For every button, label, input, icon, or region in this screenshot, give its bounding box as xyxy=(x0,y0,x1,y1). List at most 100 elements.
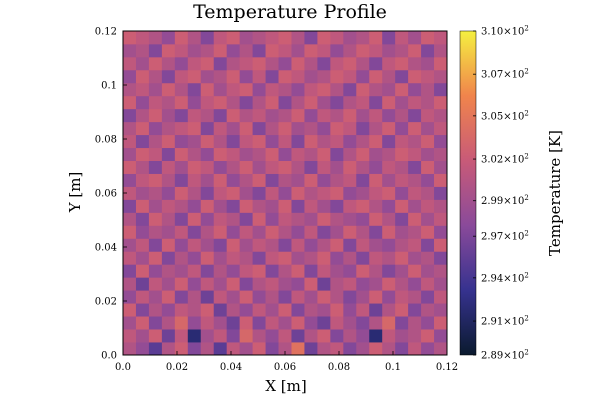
heatmap-cell xyxy=(226,212,241,226)
heatmap-cell xyxy=(317,199,331,213)
heatmap-cell xyxy=(408,43,422,58)
heatmap-cell xyxy=(148,290,163,304)
heatmap-cell xyxy=(123,173,137,187)
heatmap-cell xyxy=(291,264,305,278)
heatmap-cell xyxy=(330,277,344,291)
heatmap-cell xyxy=(421,238,435,252)
heatmap-cell xyxy=(213,264,228,278)
heatmap-cell xyxy=(395,342,409,356)
heatmap-cell xyxy=(330,199,344,213)
heatmap-cell xyxy=(434,56,448,71)
heatmap-cell xyxy=(174,251,189,265)
heatmap-cell xyxy=(408,134,422,149)
heatmap-cell xyxy=(304,31,318,45)
heatmap-cell xyxy=(265,225,279,239)
heatmap-cell xyxy=(226,95,241,110)
heatmap-cell xyxy=(317,121,331,136)
heatmap-cell xyxy=(317,31,331,45)
heatmap-cell xyxy=(213,303,228,317)
heatmap-cell xyxy=(213,121,228,136)
heatmap-cell xyxy=(291,95,305,110)
heatmap-cell xyxy=(356,69,370,84)
heatmap-cell xyxy=(200,212,215,226)
heatmap-cell xyxy=(187,225,202,239)
heatmap-cell xyxy=(317,160,331,174)
heatmap-cell xyxy=(252,147,266,161)
x-tick-label: 0.1 xyxy=(385,362,401,373)
heatmap-cell xyxy=(265,173,279,187)
heatmap-cell xyxy=(369,225,383,239)
heatmap-cell xyxy=(200,186,215,200)
heatmap-cell xyxy=(330,69,344,84)
heatmap-cell xyxy=(291,303,305,317)
heatmap-cell xyxy=(369,82,383,97)
heatmap-cell xyxy=(252,31,266,45)
heatmap-cell xyxy=(161,186,176,200)
heatmap-cell xyxy=(161,199,176,213)
heatmap-cell xyxy=(265,43,279,58)
heatmap-cell xyxy=(408,264,422,278)
heatmap-cell xyxy=(174,82,189,97)
heatmap-cell xyxy=(213,43,228,58)
heatmap-cell xyxy=(278,43,292,58)
heatmap-cell xyxy=(200,147,215,161)
heatmap-cell xyxy=(369,108,383,123)
heatmap-cell xyxy=(343,56,357,71)
heatmap-cell xyxy=(421,199,435,213)
heatmap-cell xyxy=(135,56,150,71)
heatmap-cell xyxy=(356,212,370,226)
heatmap-cell xyxy=(213,186,228,200)
heatmap-cell xyxy=(356,303,370,317)
heatmap-cell xyxy=(265,56,279,71)
heatmap-cell xyxy=(252,199,266,213)
heatmap-cell xyxy=(148,251,163,265)
heatmap-cell xyxy=(434,121,448,136)
heatmap-cell xyxy=(174,95,189,110)
heatmap-cell xyxy=(382,316,396,330)
heatmap-cell xyxy=(369,69,383,84)
colorbar-tick-label: 3.05×102 xyxy=(481,109,529,122)
heatmap-cell xyxy=(369,95,383,110)
heatmap-cell xyxy=(330,238,344,252)
heatmap-cell xyxy=(291,31,305,45)
heatmap-cell xyxy=(421,186,435,200)
heatmap-cell xyxy=(395,121,409,136)
heatmap-cell xyxy=(135,186,150,200)
heatmap-cell xyxy=(226,69,241,84)
heatmap-cell xyxy=(278,31,292,45)
heatmap-cell xyxy=(187,134,202,149)
heatmap-cell xyxy=(213,251,228,265)
heatmap-cell xyxy=(369,121,383,136)
heatmap-cell xyxy=(369,264,383,278)
heatmap-cell xyxy=(213,147,228,161)
heatmap-cell xyxy=(239,342,253,356)
heatmap-cell xyxy=(434,303,448,317)
heatmap-cell xyxy=(304,251,318,265)
heatmap-cell xyxy=(187,31,202,45)
heatmap-cell xyxy=(174,212,189,226)
heatmap-cell xyxy=(226,225,241,239)
heatmap-cell xyxy=(304,147,318,161)
heatmap-cell xyxy=(330,160,344,174)
heatmap-cell xyxy=(278,134,292,149)
heatmap-cell xyxy=(161,160,176,174)
heatmap-cell xyxy=(291,212,305,226)
heatmap-cell xyxy=(200,95,215,110)
heatmap-cell xyxy=(174,31,189,45)
heatmap-cell xyxy=(317,69,331,84)
heatmap-cell xyxy=(395,225,409,239)
heatmap-cell xyxy=(343,329,357,343)
heatmap-cell xyxy=(291,82,305,97)
heatmap-cell xyxy=(395,329,409,343)
heatmap-cell xyxy=(408,303,422,317)
heatmap-cell xyxy=(135,82,150,97)
heatmap-cell xyxy=(356,43,370,58)
heatmap-cell xyxy=(135,173,150,187)
heatmap-cell xyxy=(421,251,435,265)
heatmap-cell xyxy=(123,290,137,304)
heatmap-cell xyxy=(356,160,370,174)
heatmap-cell xyxy=(174,160,189,174)
heatmap-cell xyxy=(317,134,331,149)
heatmap-cell xyxy=(356,147,370,161)
heatmap-cell xyxy=(343,251,357,265)
